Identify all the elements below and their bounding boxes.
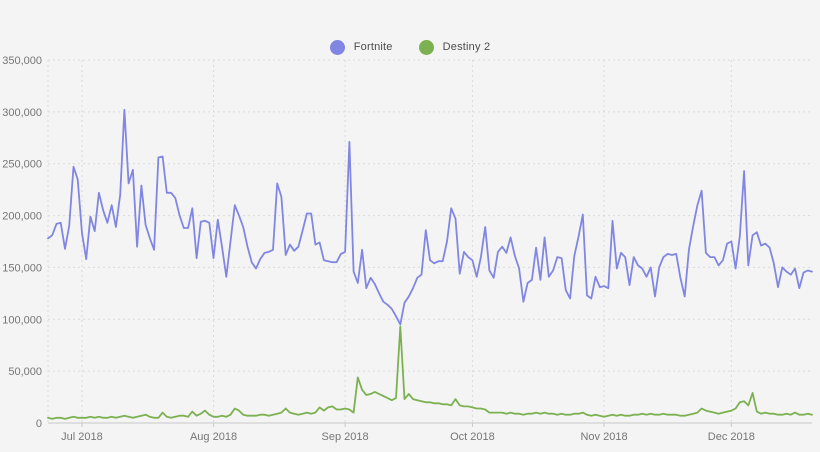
x-axis <box>48 422 812 427</box>
y-tick-label: 150,000 <box>2 262 42 274</box>
x-tick-label: Nov 2018 <box>580 431 627 443</box>
x-tick-label: Sep 2018 <box>322 431 369 443</box>
y-tick-label: 300,000 <box>2 107 42 119</box>
fortnite-legend-dot-icon <box>329 39 345 55</box>
legend-item-fortnite[interactable]: Fortnite <box>329 39 393 55</box>
destiny2-legend-dot-icon <box>418 39 434 55</box>
x-tick-label: Dec 2018 <box>708 431 755 443</box>
y-tick-label: 0 <box>36 418 42 430</box>
chart-legend: Fortnite Destiny 2 <box>0 38 820 56</box>
y-tick-label: 250,000 <box>2 159 42 171</box>
x-tick-label: Oct 2018 <box>450 431 495 443</box>
legend-item-destiny2[interactable]: Destiny 2 <box>418 39 491 55</box>
y-tick-label: 50,000 <box>8 366 42 378</box>
y-tick-label: 350,000 <box>2 55 42 67</box>
fortnite-line-series[interactable] <box>47 108 813 326</box>
destiny2-line-series[interactable] <box>47 325 813 420</box>
x-tick-label: Jul 2018 <box>61 431 103 443</box>
y-tick-label: 100,000 <box>2 314 42 326</box>
destiny2-legend-label: Destiny 2 <box>442 41 491 53</box>
x-axis-tick-labels: Jul 2018 Aug 2018 Sep 2018 Oct 2018 Nov 2018… <box>61 431 755 443</box>
y-tick-label: 200,000 <box>2 211 42 223</box>
y-axis-tick-labels: 0 50,000 100,000 150,000 200,000 250,000 300,0… <box>2 55 42 430</box>
x-tick-label: Aug 2018 <box>190 431 237 443</box>
fortnite-legend-label: Fortnite <box>353 41 393 53</box>
horizontal-gridlines <box>48 59 812 372</box>
series-lines <box>47 108 813 420</box>
